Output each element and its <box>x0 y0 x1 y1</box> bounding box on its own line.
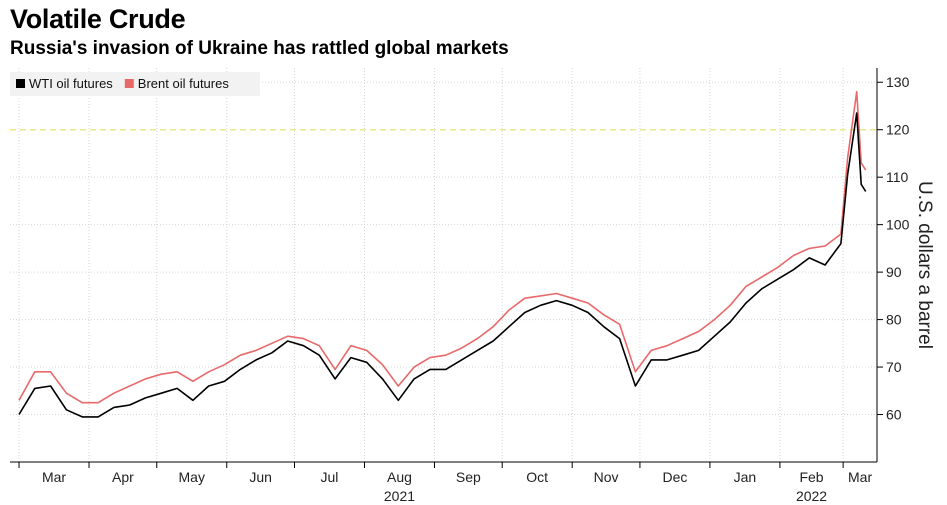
legend-swatch-wti <box>16 79 25 88</box>
chart-subtitle: Russia's invasion of Ukraine has rattled… <box>10 38 509 59</box>
x-tick-label: Jun <box>249 469 272 485</box>
x-tick-label: Jul <box>321 469 339 485</box>
x-tick-label: Mar <box>848 469 872 485</box>
y-axis-label: U.S. dollars a barrel <box>914 181 935 349</box>
x-tick-label: Dec <box>662 469 687 485</box>
y-tick-label: 130 <box>886 74 910 90</box>
y-tick-label: 60 <box>886 407 902 423</box>
x-tick-label: May <box>179 469 205 485</box>
axes: 60 70 80 90 100 110 120 130 U.S. dollars a barre… <box>10 68 935 504</box>
y-tick-label: 110 <box>886 169 909 185</box>
x-tick-label: Mar <box>42 469 66 485</box>
grid <box>10 68 877 462</box>
series-layer <box>18 90 867 418</box>
y-tick-label: 100 <box>886 217 910 233</box>
year-label: 2022 <box>796 488 827 504</box>
x-tick-label: Jan <box>734 469 757 485</box>
legend-box <box>10 72 260 96</box>
chart-title: Volatile Crude <box>10 4 186 34</box>
x-tick-label: Apr <box>112 469 134 485</box>
y-tick-label: 70 <box>886 359 902 375</box>
x-tick-label: Oct <box>526 469 548 485</box>
y-tick-label: 90 <box>886 264 902 280</box>
y-tick-label: 120 <box>886 122 910 138</box>
brent-series-line <box>18 90 867 404</box>
year-label: 2021 <box>384 488 415 504</box>
x-tick-label: Sep <box>456 469 481 485</box>
legend: WTI oil futures Brent oil futures <box>10 72 260 96</box>
x-tick-label: Aug <box>387 469 412 485</box>
legend-swatch-brent <box>124 79 134 88</box>
wti-series-line <box>18 112 867 418</box>
legend-label-brent: Brent oil futures <box>138 76 230 91</box>
y-tick-label: 80 <box>886 312 902 328</box>
legend-label-wti: WTI oil futures <box>29 76 113 91</box>
x-tick-label: Feb <box>799 469 823 485</box>
x-tick-label: Nov <box>594 469 619 485</box>
